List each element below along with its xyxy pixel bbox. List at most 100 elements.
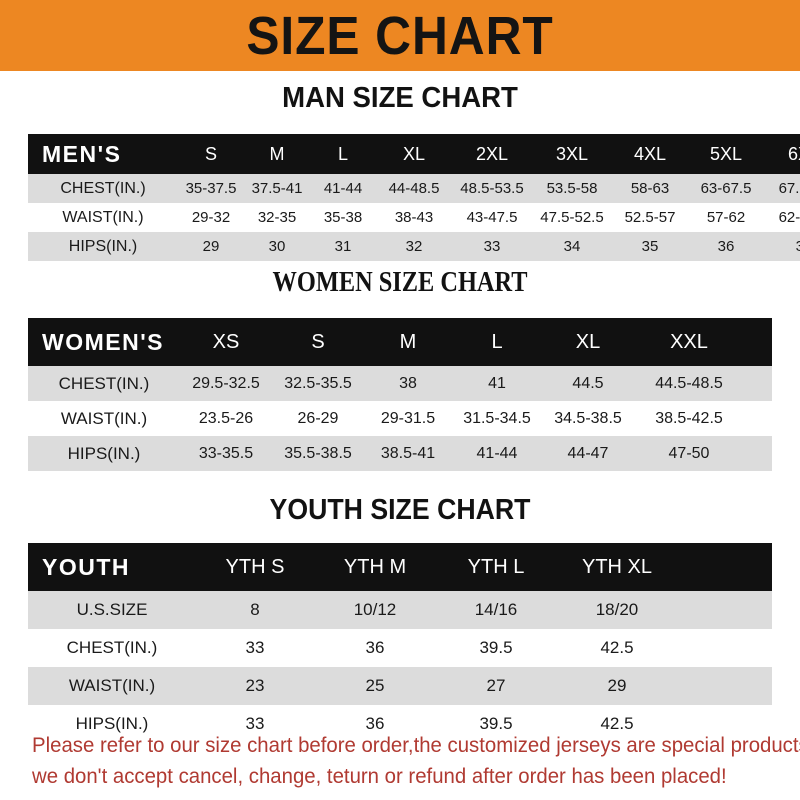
youth-header-spacer (678, 543, 772, 591)
youth-cell: 8 (250, 600, 260, 619)
women-cell: 41-44 (476, 444, 518, 462)
youth-cell: 27 (486, 676, 506, 695)
women-size-header-xs: XS (212, 330, 240, 353)
table-row: U.S.SIZE 8 10/12 14/16 18/20 (28, 591, 772, 629)
women-cell: 41 (488, 374, 506, 392)
youth-size-table: YOUTH YTH S YTH M YTH L YTH XL U.S.SIZE 8 10/12… (28, 543, 772, 743)
women-cell-spacer (744, 401, 772, 436)
women-row-label: HIPS(IN.) (67, 443, 141, 463)
women-header-label: WOMEN'S (42, 328, 165, 355)
men-cell: 41-44 (323, 180, 363, 197)
table-row: WAIST(IN.) 23 25 27 29 (28, 667, 772, 705)
men-cell: 32-35 (257, 209, 297, 226)
women-cell: 44.5-48.5 (655, 374, 723, 392)
table-row: CHEST(IN.) 33 36 39.5 42.5 (28, 629, 772, 667)
women-cell: 38.5-42.5 (655, 409, 723, 427)
youth-size-header-yth-l: YTH L (467, 555, 525, 578)
men-cell: 57-62 (706, 209, 746, 226)
men-cell: 48.5-53.5 (460, 180, 524, 197)
men-cell: 67.5-72 (778, 180, 800, 197)
men-cell: 37 (795, 238, 800, 255)
page-title: SIZE CHART (246, 5, 554, 66)
men-size-header-l: L (337, 143, 348, 164)
women-table-body: WOMEN'S XS S M L XL XXL CHEST(IN.) 29.5-32.5 32.5… (28, 318, 772, 471)
youth-row-label: CHEST(IN.) (66, 638, 158, 657)
men-cell: 53.5-58 (546, 180, 598, 197)
youth-table-body: YOUTH YTH S YTH M YTH L YTH XL U.S.SIZE 8 10/12… (28, 543, 772, 743)
table-row: HIPS(IN.) 33 36 39.5 42.5 (28, 705, 772, 743)
men-cell: 29 (202, 238, 220, 255)
youth-row-label: WAIST(IN.) (68, 676, 156, 695)
women-cell: 35.5-38.5 (284, 444, 352, 462)
women-cell: 38 (399, 374, 417, 392)
youth-cell: 29 (607, 676, 627, 695)
youth-cell-spacer (678, 629, 772, 667)
women-cell: 33-35.5 (198, 444, 254, 462)
women-size-header-s: S (311, 330, 325, 353)
man-table-body: MEN'S S M L XL 2XL 3XL 4XL 5XL 6XL CHEST(IN.) 35-37… (28, 134, 800, 261)
men-size-header-s: S (204, 143, 217, 164)
youth-cell: 33 (245, 714, 265, 733)
note-line-1: Please refer to our size chart before or… (32, 734, 800, 757)
youth-cell: 36 (365, 714, 385, 733)
youth-header-label: YOUTH (42, 553, 130, 580)
youth-cell: 42.5 (600, 638, 634, 657)
table-row: WAIST(IN.) 29-32 32-35 35-38 38-43 43-47.5 47.… (28, 203, 800, 232)
youth-row-label: U.S.SIZE (76, 600, 148, 619)
man-section-title: MAN SIZE CHART (282, 82, 518, 114)
youth-cell: 39.5 (479, 638, 513, 657)
women-size-table: WOMEN'S XS S M L XL XXL CHEST(IN.) 29.5-32.5 32.5… (28, 318, 772, 471)
men-cell: 62-66.5 (778, 209, 800, 226)
women-cell: 44.5 (572, 374, 604, 392)
women-cell-spacer (744, 366, 772, 401)
table-row: HIPS(IN.) 29 30 31 32 33 34 35 36 37 (28, 232, 800, 261)
table-row: CHEST(IN.) 35-37.5 37.5-41 41-44 44-48.5 48.5… (28, 174, 800, 203)
table-row: WAIST(IN.) 23.5-26 26-29 29-31.5 31.5-34.5 34… (28, 401, 772, 436)
youth-cell: 25 (365, 676, 385, 695)
men-size-header-m: M (269, 143, 285, 164)
youth-cell: 33 (245, 638, 265, 657)
youth-size-header-yth-m: YTH M (343, 555, 407, 578)
men-cell: 33 (483, 238, 501, 255)
men-size-header-3xl: 3XL (555, 143, 589, 164)
men-cell: 31 (334, 238, 352, 255)
women-header-spacer (744, 318, 772, 366)
men-cell: 58-63 (630, 180, 670, 197)
men-size-header-6xl: 6XL (787, 143, 800, 164)
youth-cell: 23 (245, 676, 265, 695)
women-cell: 26-29 (297, 409, 339, 427)
men-cell: 52.5-57 (624, 209, 676, 226)
men-row-label: CHEST(IN.) (60, 179, 146, 197)
men-cell: 29-32 (191, 209, 231, 226)
men-cell: 35-37.5 (185, 180, 237, 197)
youth-header-row: YOUTH YTH S YTH M YTH L YTH XL (28, 543, 772, 591)
men-cell: 35-38 (323, 209, 363, 226)
men-cell: 34 (563, 238, 581, 255)
women-cell: 44-47 (567, 444, 609, 462)
women-cell: 38.5-41 (380, 444, 436, 462)
women-cell: 31.5-34.5 (463, 409, 531, 427)
men-cell: 37.5-41 (251, 180, 303, 197)
youth-cell: 14/16 (474, 600, 518, 619)
youth-size-header-yth-xl: YTH XL (581, 555, 653, 578)
men-cell: 38-43 (394, 209, 434, 226)
women-cell-spacer (744, 436, 772, 471)
youth-row-label: HIPS(IN.) (75, 714, 149, 733)
women-size-header-xxl: XXL (670, 330, 708, 353)
youth-cell: 18/20 (595, 600, 639, 619)
women-row-label: CHEST(IN.) (58, 373, 150, 393)
men-cell: 43-47.5 (466, 209, 518, 226)
man-size-table: MEN'S S M L XL 2XL 3XL 4XL 5XL 6XL CHEST(IN.) 35-37… (28, 134, 800, 261)
youth-cell: 42.5 (600, 714, 634, 733)
men-cell: 63-67.5 (700, 180, 752, 197)
women-size-header-l: L (491, 330, 503, 353)
men-header-label: MEN'S (42, 140, 122, 167)
youth-cell: 36 (365, 638, 385, 657)
youth-cell-spacer (678, 667, 772, 705)
men-size-header-5xl: 5XL (709, 143, 743, 164)
note-line-2: we don't accept cancel, change, teturn o… (32, 765, 727, 788)
women-size-header-xl: XL (575, 330, 601, 353)
men-cell: 36 (717, 238, 735, 255)
men-size-header-xl: XL (402, 143, 426, 164)
